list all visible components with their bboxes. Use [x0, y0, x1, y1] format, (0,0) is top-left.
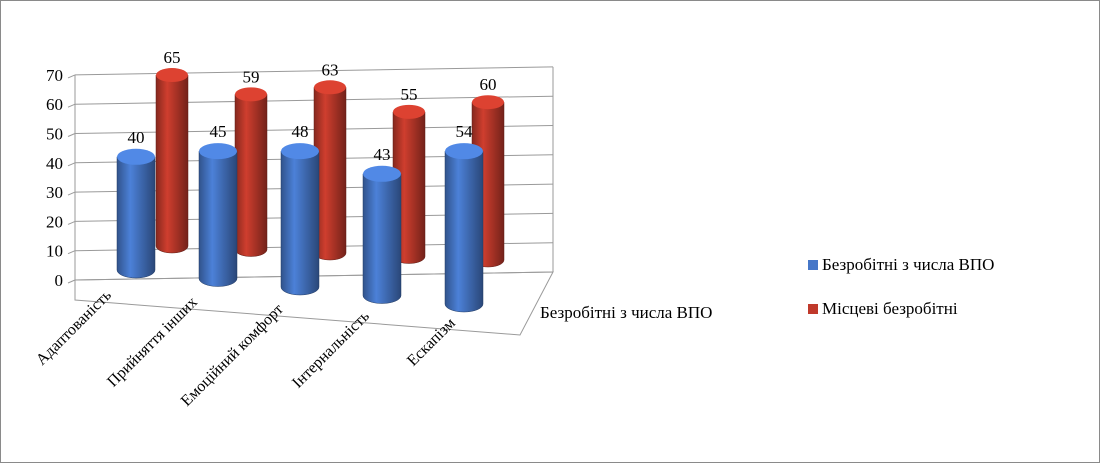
y-tick-label: 70 [46, 66, 63, 85]
legend-label-local: Місцеві безробітні [822, 299, 958, 318]
y-axis-ticks: 0 10 20 30 40 50 60 70 [46, 66, 63, 290]
bar-vpo [198, 150, 238, 287]
legend-label-vpo: Безробітні з числа ВПО [822, 255, 995, 274]
y-tick-mark [67, 133, 76, 137]
category-label: Прийняття інших [104, 294, 201, 391]
data-labels: 65 59 63 55 60 40 45 48 43 54 [128, 48, 497, 164]
bar-vpo [362, 173, 402, 304]
data-label-vpo: 54 [456, 122, 474, 141]
bar-top-local [235, 87, 267, 102]
y-tick-mark [67, 250, 76, 255]
bar-top-local [393, 104, 425, 119]
y-tick-label: 0 [55, 271, 64, 290]
bar-top-vpo [281, 143, 319, 160]
gridline [74, 66, 554, 76]
bar-local [234, 94, 268, 257]
y-tick-label: 10 [46, 242, 63, 261]
y-tick-mark [67, 162, 76, 167]
bar-top-vpo [445, 143, 483, 160]
y-tick-label: 30 [46, 183, 63, 202]
series-axis-label: Безробітні з числа ВПО [540, 303, 712, 322]
y-tick-label: 50 [46, 125, 63, 144]
data-label-local: 60 [480, 75, 497, 94]
y-tick-label: 60 [46, 95, 63, 114]
bar-vpo [444, 150, 484, 313]
data-label-vpo: 48 [292, 122, 309, 141]
data-label-local: 65 [164, 48, 181, 67]
data-label-local: 63 [322, 60, 339, 79]
data-label-local: 59 [243, 67, 260, 86]
legend-swatch-local [808, 304, 818, 314]
category-label: Адаптованість [33, 287, 115, 369]
bar-local [155, 74, 189, 254]
y-tick-mark [67, 103, 76, 108]
bar-top-local [472, 95, 504, 110]
y-tick-label: 20 [46, 212, 63, 231]
data-label-local: 55 [401, 85, 418, 104]
legend-item-local: Місцеві безробітні [808, 298, 994, 320]
y-tick-label: 40 [46, 154, 63, 173]
bar-top-vpo [117, 148, 155, 165]
data-label-vpo: 43 [374, 145, 391, 164]
bars [116, 68, 505, 313]
data-label-vpo: 45 [210, 122, 227, 141]
legend-item-vpo: Безробітні з числа ВПО [808, 254, 994, 276]
y-tick-mark [67, 279, 76, 284]
bar-top-local [314, 80, 346, 95]
category-label: Ескапізм [404, 315, 459, 370]
y-tick-mark [67, 191, 76, 196]
bar-top-vpo [199, 143, 237, 160]
bar-vpo [280, 150, 320, 296]
data-label-vpo: 40 [128, 128, 145, 147]
bar-vpo [116, 156, 156, 279]
legend: Безробітні з числа ВПО Місцеві безробітн… [808, 254, 994, 342]
category-label: Емоційний комфорт [178, 301, 287, 410]
y-tick-mark [67, 74, 76, 79]
bar-top-local [156, 68, 188, 83]
bar-top-vpo [363, 165, 401, 182]
legend-swatch-vpo [808, 260, 818, 270]
y-tick-mark [67, 220, 76, 225]
